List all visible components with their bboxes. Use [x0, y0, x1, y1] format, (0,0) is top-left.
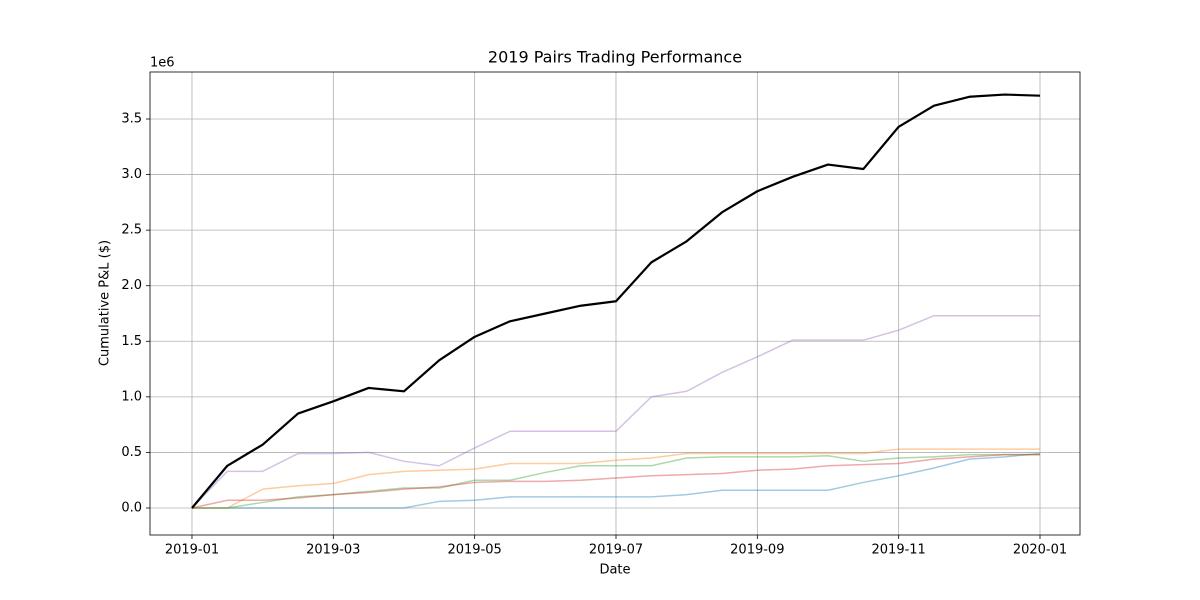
series-line — [191, 453, 1040, 509]
y-tick-label: 1.5 — [121, 334, 142, 349]
plot-frame — [149, 71, 1081, 536]
y-tick-label: 2.0 — [121, 278, 142, 293]
y-tick-label: 1.0 — [121, 389, 142, 404]
y-offset-label: 1e6 — [150, 56, 175, 71]
y-tick-label: 0.5 — [121, 445, 142, 460]
series-line — [191, 93, 1041, 509]
series-line — [191, 452, 1041, 509]
y-tick-label: 3.5 — [121, 112, 142, 127]
y-tick-label: 3.0 — [121, 167, 142, 182]
x-axis-label: Date — [599, 563, 630, 578]
y-tick-label: 2.5 — [121, 223, 142, 238]
y-axis-label: Cumulative P&L ($) — [98, 240, 113, 366]
x-tick-label: 2019-01 — [165, 543, 219, 558]
x-tick-label: 2019-11 — [872, 543, 926, 558]
y-tick-label: 0.0 — [121, 500, 142, 515]
series-line — [191, 448, 1040, 509]
series-line — [191, 453, 1040, 509]
x-tick-label: 2020-01 — [1013, 543, 1067, 558]
x-tick-label: 2019-03 — [306, 543, 360, 558]
x-tick-label: 2019-09 — [730, 543, 784, 558]
x-tick-label: 2019-07 — [589, 543, 643, 558]
chart-title: 2019 Pairs Trading Performance — [488, 48, 742, 67]
x-tick-label: 2019-05 — [447, 543, 501, 558]
series-line — [191, 314, 1040, 509]
